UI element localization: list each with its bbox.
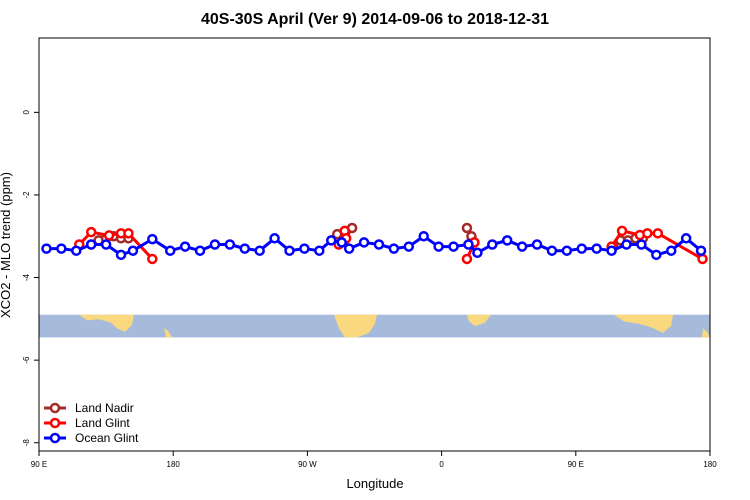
legend-label-0: Land Nadir [75, 401, 134, 415]
map-land-1 [164, 328, 172, 338]
data-point-1-2-0 [461, 253, 473, 265]
data-point-2-0-24 [388, 243, 400, 254]
legend-marker-2 [49, 432, 61, 444]
y-tick-label-1: -2 [22, 191, 31, 199]
data-point-2-0-38 [591, 243, 602, 254]
data-point-1-0-5 [147, 253, 158, 265]
x-tick-label-0: 90 E [31, 460, 47, 469]
y-tick-label-2: -4 [22, 273, 31, 281]
data-point-2-0-40 [621, 239, 632, 250]
map-band [39, 314, 710, 338]
map-land-3 [467, 314, 491, 327]
data-point-2-0-12 [224, 239, 236, 250]
data-point-1-0-2 [103, 230, 115, 241]
data-point-2-0-34 [531, 239, 543, 250]
legend-marker-0 [49, 402, 61, 414]
data-point-2-0-39 [606, 245, 617, 256]
data-point-2-0-17 [299, 243, 310, 254]
data-point-2-0-43 [665, 245, 677, 256]
data-point-2-0-21 [343, 243, 355, 254]
data-point-2-0-10 [194, 245, 206, 256]
x-axis-label: Longitude [346, 476, 403, 491]
data-point-2-0-8 [164, 245, 176, 256]
data-point-2-0-41 [636, 239, 647, 250]
data-point-1-3-1 [616, 225, 628, 237]
plot-frame [38, 37, 711, 452]
data-point-2-0-32 [501, 235, 513, 246]
data-point-2-0-7 [147, 233, 158, 245]
data-point-0-2-0 [461, 222, 473, 234]
x-tick-label-4: 90 E [568, 460, 584, 469]
legend-label-2: Ocean Glint [75, 431, 139, 445]
data-point-2-0-33 [516, 241, 528, 252]
data-point-2-0-23 [373, 239, 385, 250]
data-point-2-0-28 [448, 241, 459, 252]
y-axis-label: XCO2 - MLO trend (ppm) [0, 172, 13, 318]
data-point-2-0-20 [336, 237, 347, 248]
legend-label-1: Land Glint [75, 416, 130, 430]
data-point-1-3-3 [642, 228, 653, 239]
map-land-2 [334, 314, 377, 338]
map-land-4 [614, 314, 673, 333]
data-point-1-3-4 [652, 228, 664, 239]
y-tick-label-3: -6 [22, 356, 31, 364]
x-tick-label-3: 0 [439, 460, 444, 469]
data-point-2-0-14 [254, 245, 265, 256]
data-point-2-0-31 [487, 239, 498, 250]
data-point-2-0-30 [472, 247, 483, 259]
data-point-2-0-5 [115, 249, 127, 261]
data-point-2-0-37 [576, 243, 588, 254]
data-point-2-0-45 [695, 245, 707, 256]
y-tick-label-0: 0 [22, 110, 31, 115]
series-layer [41, 222, 708, 265]
data-point-2-0-29 [463, 239, 474, 250]
series-line-2-0 [46, 234, 703, 257]
data-point-2-0-42 [651, 249, 662, 261]
data-point-1-0-1 [85, 226, 97, 238]
data-point-2-0-25 [403, 241, 415, 252]
data-point-2-0-13 [239, 243, 251, 254]
data-point-2-0-18 [314, 245, 325, 256]
data-point-2-0-44 [680, 233, 692, 244]
data-point-2-0-6 [127, 245, 139, 256]
y-tick-label-4: -8 [22, 439, 31, 447]
series-ocean-glint [41, 230, 707, 261]
series-land-glint [74, 225, 708, 265]
data-point-1-0-4 [123, 228, 134, 239]
data-point-2-0-22 [358, 237, 370, 248]
chart-title: 40S-30S April (Ver 9) 2014-09-06 to 2018… [201, 11, 549, 28]
data-point-2-0-35 [546, 245, 558, 256]
data-point-2-0-19 [326, 235, 337, 246]
data-point-2-0-11 [209, 239, 221, 250]
y-axis: 0 -2 -4 -6 -8 [22, 110, 39, 447]
x-tick-label-1: 180 [167, 460, 181, 469]
data-point-2-0-3 [85, 239, 97, 250]
map-land-5 [702, 328, 710, 338]
x-axis: 90 E 180 90 W 0 90 E 180 [31, 451, 717, 469]
map-land-0 [79, 314, 134, 332]
data-point-2-0-16 [284, 245, 295, 256]
data-point-1-3-5 [697, 253, 708, 265]
data-point-2-0-9 [179, 241, 191, 252]
data-point-2-0-0 [41, 243, 52, 254]
x-tick-label-5: 180 [703, 460, 717, 469]
map-ocean [39, 314, 710, 338]
data-point-2-0-4 [100, 239, 112, 250]
data-point-2-0-1 [56, 243, 67, 254]
x-tick-label-2: 90 W [298, 460, 317, 469]
data-point-2-0-36 [561, 245, 573, 256]
data-point-2-0-26 [418, 230, 429, 242]
data-point-2-0-27 [433, 241, 444, 252]
legend-marker-1 [49, 417, 61, 429]
data-point-2-0-2 [71, 245, 82, 256]
data-point-2-0-15 [269, 233, 280, 244]
